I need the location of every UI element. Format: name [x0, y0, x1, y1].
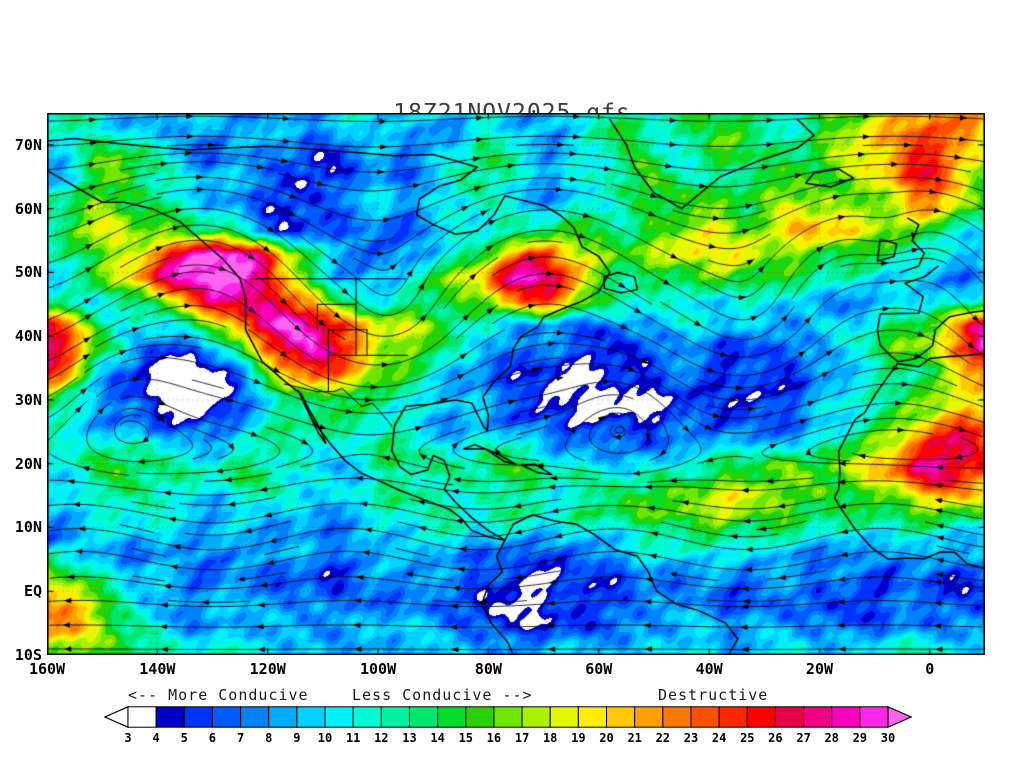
colorbar-bin	[662, 706, 692, 728]
lon-tick-label: 20W	[805, 660, 834, 678]
colorbar-tick-label: 12	[374, 731, 389, 745]
colorbar-bin	[211, 706, 242, 728]
colorbar-tick-label: 14	[430, 731, 445, 745]
colorbar-tick-label: 25	[740, 731, 755, 745]
colorbar-tick-label: 20	[599, 731, 614, 745]
lon-tick-label: 120W	[249, 660, 286, 678]
lon-tick-label: 100W	[359, 660, 397, 678]
colorbar	[103, 705, 913, 729]
colorbar-tick-label: 7	[236, 731, 245, 745]
colorbar-svg	[103, 705, 913, 729]
colorbar-under-arrow	[103, 705, 129, 729]
colorbar-tick-label: 24	[711, 731, 727, 745]
colorbar-bin	[577, 706, 608, 728]
lon-tick-label: 0	[925, 660, 935, 678]
colorbar-tick-label: 27	[796, 731, 811, 745]
colorbar-bin	[634, 706, 664, 728]
colorbar-bin	[746, 706, 776, 728]
colorbar-bin	[183, 706, 213, 728]
colorbar-tick-label: 16	[486, 731, 502, 745]
colorbar-bin	[296, 706, 326, 728]
colorbar-tick-label: 29	[852, 731, 868, 745]
shear-field-canvas	[47, 113, 985, 655]
colorbar-bin	[352, 706, 382, 728]
colorbar-bin	[268, 706, 298, 728]
colorbar-tick-label: 6	[208, 731, 216, 745]
colorbar-tick-label: 23	[683, 731, 699, 745]
lat-tick-label: EQ	[23, 582, 42, 601]
legend-more-conducive: <-- More Conducive	[128, 686, 309, 704]
colorbar-bin	[493, 706, 523, 728]
legend-destructive: Destructive	[658, 686, 769, 704]
lon-tick-label: 80W	[474, 660, 502, 678]
colorbar-bin	[549, 706, 579, 728]
colorbar-over-arrow	[887, 705, 913, 729]
colorbar-tick-label: 3	[124, 731, 132, 745]
colorbar-tick-label: 26	[768, 731, 783, 745]
colorbar-bin	[127, 706, 157, 728]
colorbar-tick-label: 28	[824, 731, 839, 745]
colorbar-tick-label: 21	[627, 731, 642, 745]
colorbar-tick-labels: 3 4 5 6 7 8 9 10 11 12 13 14 15 16 17 18 19 20 21 22 23 24 25 2…	[104, 731, 912, 747]
lon-tick-label: 60W	[585, 660, 613, 678]
colorbar-bin	[240, 706, 270, 728]
colorbar-bin	[831, 706, 861, 728]
lon-tick-label: 140W	[139, 660, 176, 678]
colorbar-tick-label: 5	[180, 731, 188, 745]
colorbar-bin	[408, 706, 439, 728]
lat-tick-label: 20N	[14, 454, 42, 473]
colorbar-tick-label: 13	[402, 731, 417, 745]
lon-tick-label: 160W	[28, 660, 66, 678]
colorbar-bin	[859, 706, 889, 728]
colorbar-tick-label: 15	[458, 731, 474, 745]
lat-tick-label: 50N	[14, 263, 42, 282]
lat-tick-label: 10S	[14, 646, 42, 664]
colorbar-tick-label: 4	[152, 731, 160, 745]
legend-less-conducive: Less Conducive -->	[352, 686, 533, 704]
colorbar-bin	[380, 706, 410, 728]
colorbar-bin	[718, 706, 748, 728]
colorbar-bin	[774, 706, 805, 728]
colorbar-tick-label: 30	[880, 731, 896, 745]
colorbar-tick-label: 22	[655, 731, 671, 745]
colorbar-bin	[437, 706, 467, 728]
colorbar-bin	[521, 706, 551, 728]
colorbar-tick-label: 19	[571, 731, 586, 745]
colorbar-tick-label: 9	[293, 731, 301, 745]
conducive-legend: <-- More Conducive Less Conducive --> De…	[0, 686, 1024, 704]
map-plot-area	[47, 113, 985, 655]
lat-tick-label: 40N	[14, 327, 42, 346]
colorbar-bin	[155, 706, 185, 728]
lat-tick-label: 30N	[14, 390, 42, 409]
colorbar-tick-label: 8	[265, 731, 273, 745]
lat-tick-label: 10N	[14, 518, 42, 537]
colorbar-bin	[690, 706, 720, 728]
colorbar-bin	[803, 706, 833, 728]
colorbar-tick-label: 11	[345, 731, 361, 745]
colorbar-bin	[465, 706, 495, 728]
colorbar-tick-label: 17	[514, 731, 530, 745]
colorbar-tick-label: 18	[542, 731, 558, 745]
colorbar-bin	[324, 706, 354, 728]
colorbar-tick-label: 10	[317, 731, 333, 745]
lon-tick-label: 40W	[695, 660, 723, 678]
colorbar-bin	[606, 706, 636, 728]
